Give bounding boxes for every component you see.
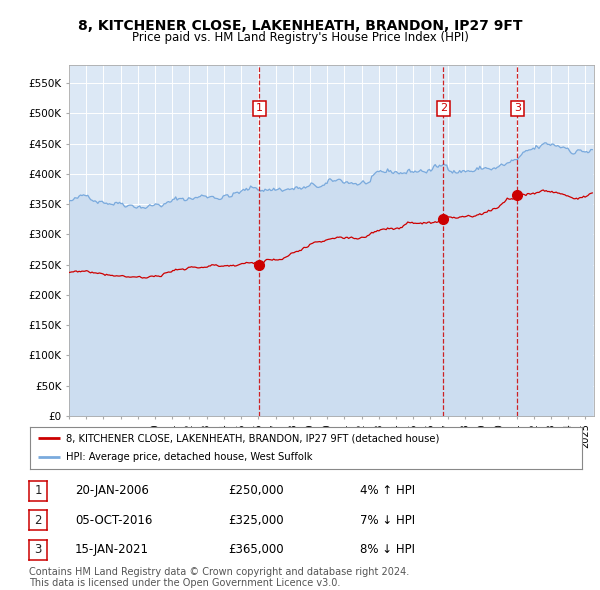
Text: 1: 1 — [256, 103, 263, 113]
Text: 05-OCT-2016: 05-OCT-2016 — [75, 514, 152, 527]
Text: 8% ↓ HPI: 8% ↓ HPI — [360, 543, 415, 556]
Text: 8, KITCHENER CLOSE, LAKENHEATH, BRANDON, IP27 9FT (detached house): 8, KITCHENER CLOSE, LAKENHEATH, BRANDON,… — [66, 434, 439, 444]
Text: HPI: Average price, detached house, West Suffolk: HPI: Average price, detached house, West… — [66, 452, 313, 462]
Text: 3: 3 — [34, 543, 41, 556]
Text: Price paid vs. HM Land Registry's House Price Index (HPI): Price paid vs. HM Land Registry's House … — [131, 31, 469, 44]
Text: 1: 1 — [34, 484, 42, 497]
Text: 15-JAN-2021: 15-JAN-2021 — [75, 543, 149, 556]
Text: 20-JAN-2006: 20-JAN-2006 — [75, 484, 149, 497]
Text: 2: 2 — [34, 514, 42, 527]
Text: 4% ↑ HPI: 4% ↑ HPI — [360, 484, 415, 497]
Text: 7% ↓ HPI: 7% ↓ HPI — [360, 514, 415, 527]
Text: 2: 2 — [440, 103, 447, 113]
Text: £365,000: £365,000 — [228, 543, 284, 556]
Text: 8, KITCHENER CLOSE, LAKENHEATH, BRANDON, IP27 9FT: 8, KITCHENER CLOSE, LAKENHEATH, BRANDON,… — [78, 19, 522, 33]
Text: Contains HM Land Registry data © Crown copyright and database right 2024.
This d: Contains HM Land Registry data © Crown c… — [29, 566, 409, 588]
Text: £325,000: £325,000 — [228, 514, 284, 527]
Text: £250,000: £250,000 — [228, 484, 284, 497]
Text: 3: 3 — [514, 103, 521, 113]
